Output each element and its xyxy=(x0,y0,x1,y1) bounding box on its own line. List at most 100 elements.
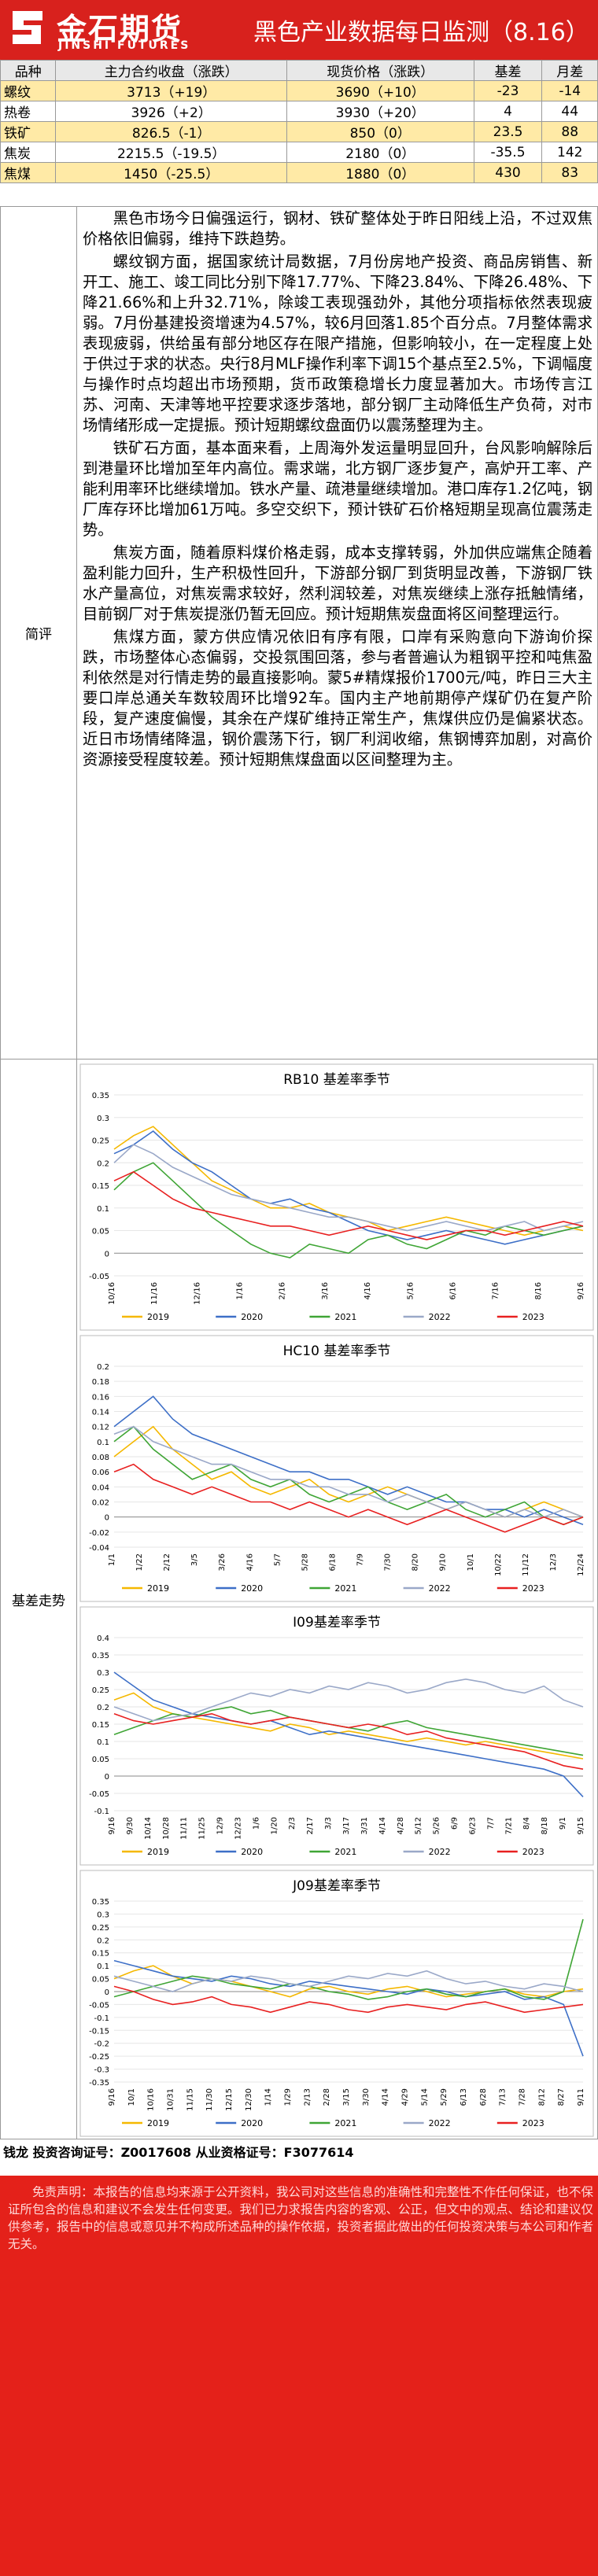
x-tick-label: 5/14 xyxy=(420,2088,429,2106)
y-tick-label: -0.05 xyxy=(89,2001,109,2010)
y-tick-label: 0.15 xyxy=(92,1721,109,1730)
x-tick-label: 6/9 xyxy=(451,1817,460,1830)
table-header-row: 品种 主力合约收盘（涨跌） 现货价格（涨跌） 基差 月差 xyxy=(0,60,598,81)
x-tick-label: 4/16 xyxy=(364,1282,372,1299)
analyst-signature: 钱龙 投资咨询证号：Z0017608 从业资格证号：F3077614 xyxy=(3,2145,354,2160)
y-tick-label: 0.2 xyxy=(97,1937,109,1945)
table-cell: 2215.5（-19.5） xyxy=(55,142,287,163)
x-tick-label: 10/16 xyxy=(147,2088,156,2111)
report-header: 金石期货 JINSHI FUTURES 黑色产业数据每日监测（8.16） xyxy=(0,0,598,60)
y-tick-label: 0 xyxy=(105,1773,109,1782)
y-tick-label: 0 xyxy=(105,1250,109,1259)
x-tick-label: 3/17 xyxy=(342,1817,351,1834)
legend-label: 2021 xyxy=(334,1583,356,1594)
y-tick-label: 0.15 xyxy=(92,1950,109,1959)
x-tick-label: 8/27 xyxy=(557,2088,566,2106)
y-tick-label: 0.1 xyxy=(97,1205,109,1214)
x-tick-label: 10/1 xyxy=(467,1553,475,1571)
x-tick-label: 12/24 xyxy=(577,1553,585,1576)
x-tick-label: 3/15 xyxy=(342,2088,351,2106)
y-tick-label: 0 xyxy=(105,1988,109,1997)
x-tick-label: 7/21 xyxy=(504,1817,513,1834)
x-tick-label: 6/28 xyxy=(479,2088,488,2106)
y-tick-label: 0.1 xyxy=(97,1738,109,1747)
y-tick-label: -0.1 xyxy=(94,2014,109,2023)
legend-label: 2020 xyxy=(241,1583,263,1594)
y-tick-label: -0.3 xyxy=(94,2066,109,2075)
x-tick-label: 5/26 xyxy=(433,1817,441,1834)
legend-label: 2020 xyxy=(241,2118,263,2128)
y-tick-label: 0.08 xyxy=(92,1454,109,1462)
column-header: 基差 xyxy=(473,60,543,81)
x-tick-label: 1/1 xyxy=(108,1553,116,1566)
y-tick-label: 0.35 xyxy=(92,1898,109,1907)
chart-frame xyxy=(79,1870,594,2137)
chart-frame xyxy=(79,1335,594,1602)
chart-j09: J09基差率季节 0.35 0.3 0.25 0.2 0.15 0.1 0.05 0 -0.05 -… xyxy=(79,1870,594,2137)
y-tick-label: 0.15 xyxy=(92,1182,109,1191)
x-tick-label: 4/14 xyxy=(382,2088,390,2106)
y-tick-label: 0.06 xyxy=(92,1469,109,1477)
chart-hc10: HC10 基差率季节 0.2 0.18 0.16 0.14 0.12 0.1 0.08 0.06… xyxy=(79,1335,594,1602)
y-tick-label: 0.2 xyxy=(97,1704,109,1712)
x-tick-label: 8/20 xyxy=(412,1553,420,1571)
legend-label: 2019 xyxy=(147,1312,169,1322)
y-tick-label: 0.04 xyxy=(92,1483,109,1492)
series-line-2022 xyxy=(113,1678,584,1722)
x-tick-label: 6/16 xyxy=(448,1282,457,1299)
review-paragraph: 螺纹钢方面，据国家统计局数据，7月份房地产投资、商品房销售、新开工、施工、竣工同… xyxy=(83,252,592,434)
table-row: 热卷 3926（+2） 3930（+20） 4 44 xyxy=(0,101,598,122)
legend-label: 2021 xyxy=(334,1312,356,1322)
x-tick-label: 4/28 xyxy=(397,1817,405,1834)
x-tick-label: 1/22 xyxy=(135,1553,144,1571)
brand-logo: 金石期货 JINSHI FUTURES xyxy=(0,0,228,60)
x-tick-label: 3/30 xyxy=(362,2088,371,2106)
table-cell: 850（0） xyxy=(286,121,474,142)
table-cell: 铁矿 xyxy=(0,121,57,142)
legend-label: 2019 xyxy=(147,2118,169,2128)
table-cell: 83 xyxy=(541,162,598,183)
y-tick-label: 0.3 xyxy=(97,1115,109,1123)
table-cell: -23 xyxy=(473,80,543,101)
series-line-2022 xyxy=(113,1144,584,1232)
x-tick-label: 12/30 xyxy=(245,2088,253,2111)
y-tick-label: -0.25 xyxy=(89,2053,109,2062)
x-tick-label: 3/5 xyxy=(190,1553,199,1566)
x-tick-label: 9/15 xyxy=(577,1817,585,1834)
x-tick-label: 2/13 xyxy=(303,2088,312,2106)
legend-label: 2020 xyxy=(241,1847,263,1857)
table-cell: -35.5 xyxy=(473,142,543,163)
legend-label: 2023 xyxy=(522,1847,544,1857)
column-header: 月差 xyxy=(541,60,598,81)
chart-title: J09基差率季节 xyxy=(292,1878,381,1894)
x-tick-label: 9/10 xyxy=(439,1553,448,1571)
y-tick-label: 0.16 xyxy=(92,1393,109,1402)
series-line-2020 xyxy=(113,1130,584,1245)
review-label: 简评 xyxy=(1,207,77,1059)
chart-title: HC10 基差率季节 xyxy=(283,1343,391,1359)
review-paragraph: 铁矿石方面，基本面来看，上周海外发运量明显回升，台风影响解除后到港量环比增加至年… xyxy=(83,439,592,539)
x-tick-label: 11/15 xyxy=(186,2088,194,2111)
x-tick-label: 10/31 xyxy=(167,2088,175,2111)
x-tick-label: 11/16 xyxy=(150,1282,159,1305)
x-tick-label: 8/18 xyxy=(541,1817,549,1834)
x-tick-label: 5/12 xyxy=(415,1817,423,1834)
x-tick-label: 7/9 xyxy=(356,1553,365,1566)
x-tick-label: 3/3 xyxy=(324,1817,333,1830)
x-tick-label: 7/30 xyxy=(384,1553,393,1571)
series-line-2020 xyxy=(113,1959,584,2057)
brand-name-en: JINSHI FUTURES xyxy=(58,39,191,52)
x-tick-label: 5/7 xyxy=(273,1553,282,1566)
x-tick-label: 8/16 xyxy=(534,1282,543,1299)
legend-label: 2022 xyxy=(429,1847,451,1857)
table-cell: 3926（+2） xyxy=(55,101,287,122)
y-tick-label: 0.1 xyxy=(97,1962,109,1971)
legend-label: 2021 xyxy=(334,2118,356,2128)
series-line-2021 xyxy=(113,1918,584,2000)
table-row: 铁矿 826.5（-1） 850（0） 23.5 88 xyxy=(0,121,598,142)
y-tick-label: 0.05 xyxy=(92,1228,109,1236)
x-tick-label: 6/13 xyxy=(460,2088,468,2106)
disclaimer-box: 免责声明：本报告的信息均来源于公开资料，我公司对这些信息的准确性和完整性不作任何… xyxy=(0,2176,598,2576)
table-row: 焦炭 2215.5（-19.5） 2180（0） -35.5 142 xyxy=(0,142,598,163)
y-tick-label: -0.2 xyxy=(94,2040,109,2049)
